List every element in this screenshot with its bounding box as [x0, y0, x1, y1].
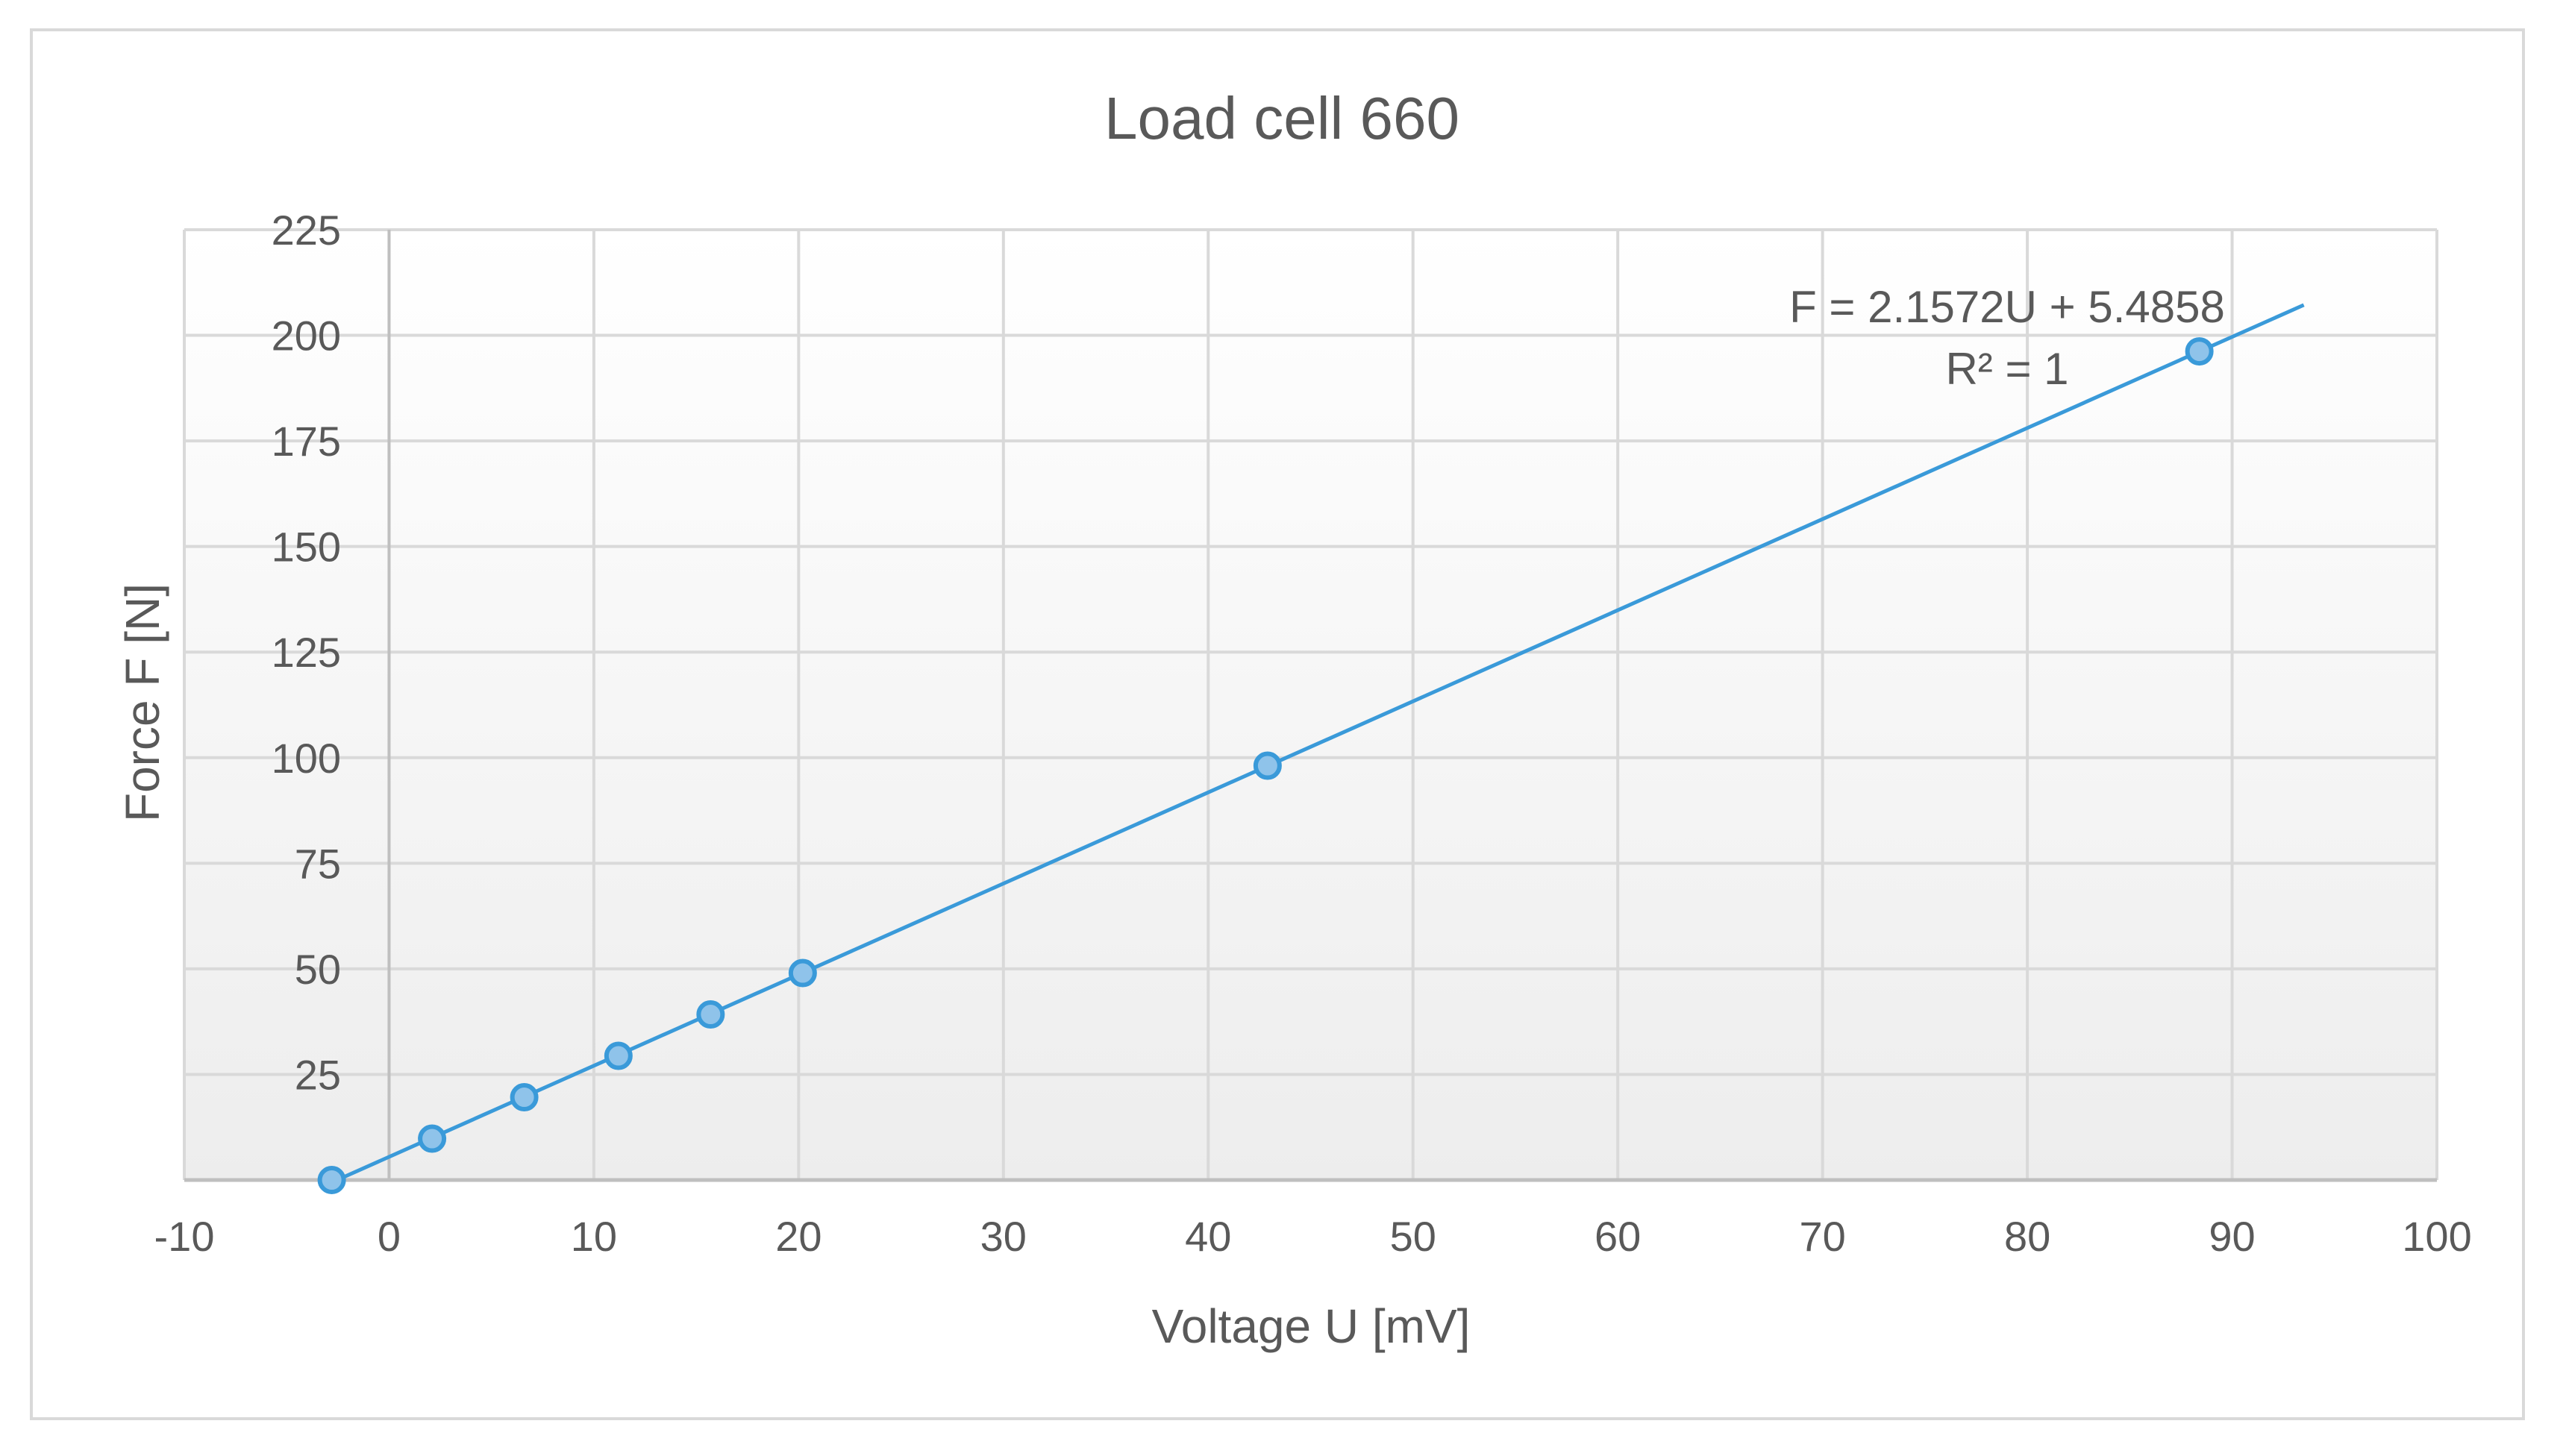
x-tick-label: 20 [775, 1213, 822, 1260]
data-point [1253, 751, 1282, 780]
y-tick-label: 75 [295, 840, 341, 887]
tick-labels: -10 0 10 20 30 40 50 60 70 80 90 100 25 50 75 100 125 150… [154, 207, 2472, 1260]
y-tick-label: 50 [295, 946, 341, 993]
y-tick-label: 175 [272, 418, 341, 465]
data-point [317, 1166, 346, 1194]
data-point [696, 1000, 725, 1029]
y-tick-label: 100 [272, 735, 341, 782]
grid-lines [183, 228, 2438, 1180]
x-tick-label: 90 [2209, 1213, 2255, 1260]
x-tick-label: 50 [1390, 1213, 1436, 1260]
x-tick-label: -10 [154, 1213, 215, 1260]
data-point [418, 1124, 447, 1153]
x-tick-label: 100 [2402, 1213, 2471, 1260]
data-point [604, 1041, 633, 1070]
data-point [510, 1083, 539, 1112]
y-tick-label: 125 [272, 629, 341, 676]
y-tick-label: 200 [272, 313, 341, 360]
x-tick-label: 60 [1595, 1213, 1641, 1260]
y-axis-label: Force F [N] [116, 583, 169, 822]
x-tick-label: 10 [571, 1213, 617, 1260]
x-axis-label: Voltage U [mV] [1152, 1299, 1471, 1353]
plot-area [184, 230, 2437, 1180]
y-tick-label: 150 [272, 524, 341, 571]
x-tick-label: 30 [980, 1213, 1027, 1260]
y-tick-label: 25 [295, 1051, 341, 1098]
trendline-layer [337, 303, 2305, 1182]
x-tick-label: 80 [2004, 1213, 2050, 1260]
x-tick-label: 40 [1185, 1213, 1231, 1260]
data-point [2185, 337, 2214, 366]
trendline-equation: F = 2.1572U + 5.4858 [1789, 282, 2225, 332]
axes [184, 230, 2437, 1182]
x-tick-label: 70 [1799, 1213, 1845, 1260]
trendline [337, 303, 2305, 1182]
trendline-r-squared: R² = 1 [1945, 344, 2068, 394]
data-points [317, 337, 2214, 1194]
chart-title: Load cell 660 [1104, 85, 1459, 151]
y-tick-label: 225 [272, 207, 341, 254]
data-point [788, 958, 817, 988]
x-tick-label: 0 [378, 1213, 401, 1260]
